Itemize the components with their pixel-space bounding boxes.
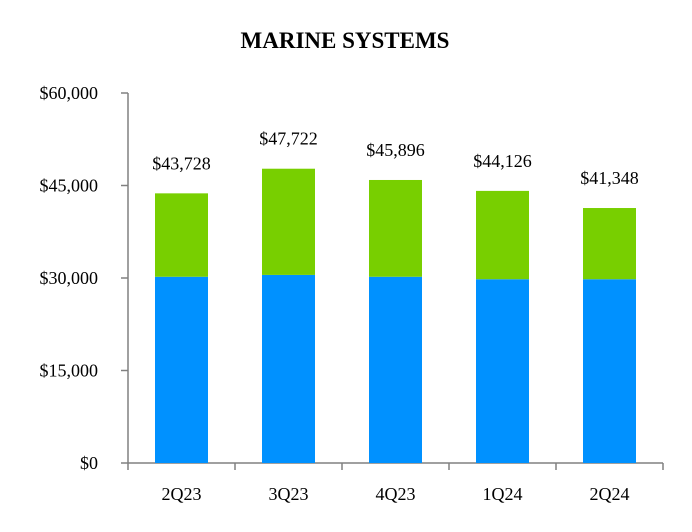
bar-total-label: $43,728 [152, 153, 211, 173]
x-tick-label: 2Q24 [590, 484, 630, 504]
x-tick-label: 4Q23 [376, 484, 416, 504]
y-tick-label: $60,000 [40, 83, 99, 103]
bar-segment-lower [369, 276, 422, 463]
x-tick-label: 1Q24 [483, 484, 523, 504]
bar-segment-lower [155, 276, 208, 463]
x-tick-label: 3Q23 [269, 484, 309, 504]
bar-segment-upper [476, 190, 529, 280]
plot-area: $0 $15,000 $30,000 $45,000 $60,000 $43,728 2Q2… [40, 83, 664, 504]
bar-segment-lower [476, 279, 529, 463]
bar-total-label: $44,126 [473, 151, 532, 171]
y-tick-label: $45,000 [40, 176, 99, 196]
chart-title: MARINE SYSTEMS [241, 28, 450, 53]
bar-segment-lower [583, 279, 636, 463]
bar-total-label: $41,348 [580, 168, 639, 188]
bar-segment-upper [369, 179, 422, 277]
bar-segment-upper [262, 168, 315, 275]
bar-segment-upper [155, 193, 208, 277]
y-tick-label: $15,000 [40, 361, 99, 381]
x-tick-label: 2Q23 [162, 484, 202, 504]
y-tick-label: $30,000 [40, 268, 99, 288]
bar-total-label: $47,722 [259, 129, 318, 149]
bar-segment-lower [262, 274, 315, 463]
bar-total-label: $45,896 [366, 140, 425, 160]
bar-segment-upper [583, 208, 636, 280]
y-tick-label: $0 [80, 453, 98, 473]
